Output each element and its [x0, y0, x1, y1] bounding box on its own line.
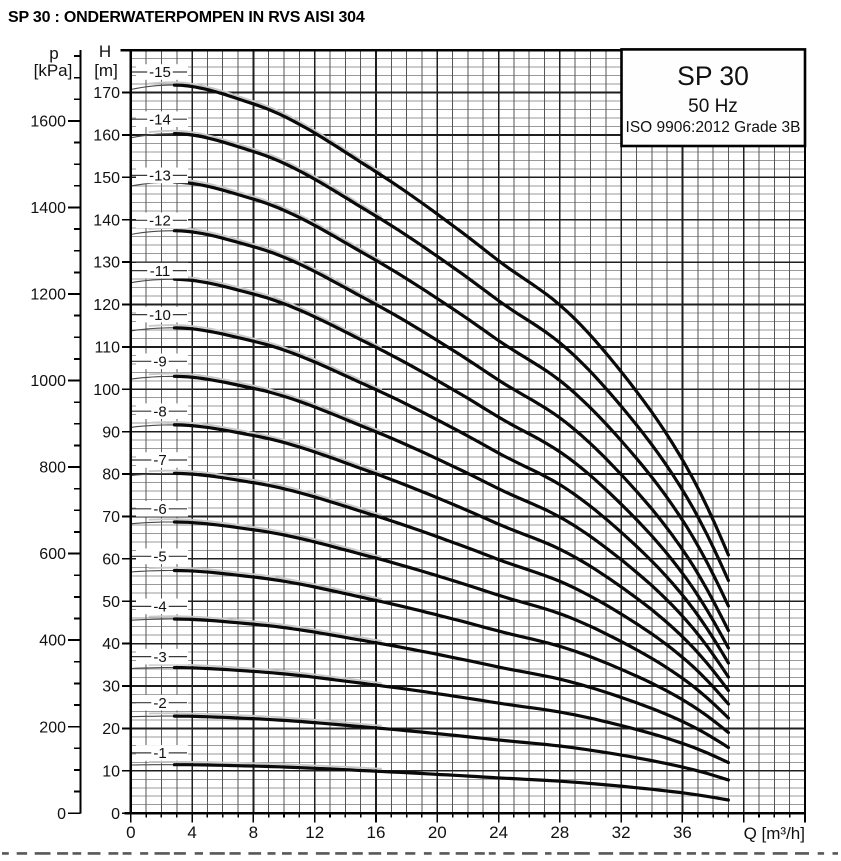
svg-text:-15: -15 — [149, 64, 171, 81]
svg-text:160: 160 — [93, 128, 120, 145]
svg-text:1200: 1200 — [30, 287, 66, 304]
svg-text:20: 20 — [428, 823, 447, 842]
svg-text:4: 4 — [187, 823, 196, 842]
svg-text:170: 170 — [93, 85, 120, 102]
svg-text:130: 130 — [93, 255, 120, 272]
svg-text:110: 110 — [94, 340, 120, 357]
svg-text:40: 40 — [102, 636, 120, 653]
svg-text:-2: -2 — [153, 695, 166, 712]
svg-text:-4: -4 — [153, 599, 166, 616]
svg-text:[m]: [m] — [94, 61, 118, 80]
svg-text:1600: 1600 — [30, 114, 66, 131]
svg-text:-5: -5 — [153, 549, 166, 566]
svg-text:20: 20 — [102, 721, 120, 738]
svg-text:SP 30 : ONDERWATERPOMPEN IN RV: SP 30 : ONDERWATERPOMPEN IN RVS AISI 304 — [8, 9, 365, 26]
svg-text:[kPa]: [kPa] — [34, 61, 73, 80]
svg-text:90: 90 — [102, 424, 120, 441]
svg-text:-6: -6 — [153, 501, 166, 518]
svg-text:-14: -14 — [149, 111, 171, 128]
svg-text:-8: -8 — [153, 403, 166, 420]
svg-text:ISO 9906:2012 Grade 3B: ISO 9906:2012 Grade 3B — [626, 119, 801, 136]
svg-text:200: 200 — [39, 719, 66, 736]
svg-text:0: 0 — [57, 806, 66, 823]
svg-text:50: 50 — [102, 594, 120, 611]
svg-text:60: 60 — [102, 551, 120, 568]
svg-text:10: 10 — [102, 763, 120, 780]
svg-text:1400: 1400 — [30, 200, 66, 217]
svg-text:-3: -3 — [153, 649, 166, 666]
svg-text:SP 30: SP 30 — [677, 61, 749, 91]
svg-text:Q [m³/h]: Q [m³/h] — [744, 824, 805, 843]
svg-text:p: p — [49, 44, 58, 63]
svg-text:70: 70 — [102, 509, 120, 526]
svg-text:80: 80 — [102, 467, 120, 484]
svg-text:-9: -9 — [153, 354, 166, 371]
svg-text:30: 30 — [102, 679, 120, 696]
svg-text:28: 28 — [550, 823, 569, 842]
svg-text:120: 120 — [93, 297, 120, 314]
svg-text:-10: -10 — [149, 307, 171, 324]
svg-text:16: 16 — [367, 823, 386, 842]
svg-text:36: 36 — [673, 823, 692, 842]
svg-text:600: 600 — [39, 546, 66, 563]
svg-text:400: 400 — [39, 633, 66, 650]
svg-text:50 Hz: 50 Hz — [688, 96, 738, 117]
svg-text:32: 32 — [612, 823, 631, 842]
svg-text:140: 140 — [93, 212, 120, 229]
svg-text:-7: -7 — [153, 452, 166, 469]
svg-text:-1: -1 — [153, 745, 166, 762]
svg-text:800: 800 — [39, 460, 66, 477]
svg-text:0: 0 — [126, 823, 135, 842]
svg-text:8: 8 — [249, 823, 258, 842]
svg-text:-12: -12 — [149, 213, 171, 230]
svg-text:0: 0 — [111, 806, 120, 823]
svg-text:24: 24 — [489, 823, 508, 842]
svg-text:1000: 1000 — [30, 373, 66, 390]
svg-text:150: 150 — [93, 170, 120, 187]
svg-text:-13: -13 — [149, 168, 171, 185]
svg-text:-11: -11 — [150, 263, 171, 280]
svg-text:100: 100 — [93, 382, 120, 399]
svg-text:12: 12 — [305, 823, 324, 842]
svg-text:H: H — [99, 42, 111, 61]
